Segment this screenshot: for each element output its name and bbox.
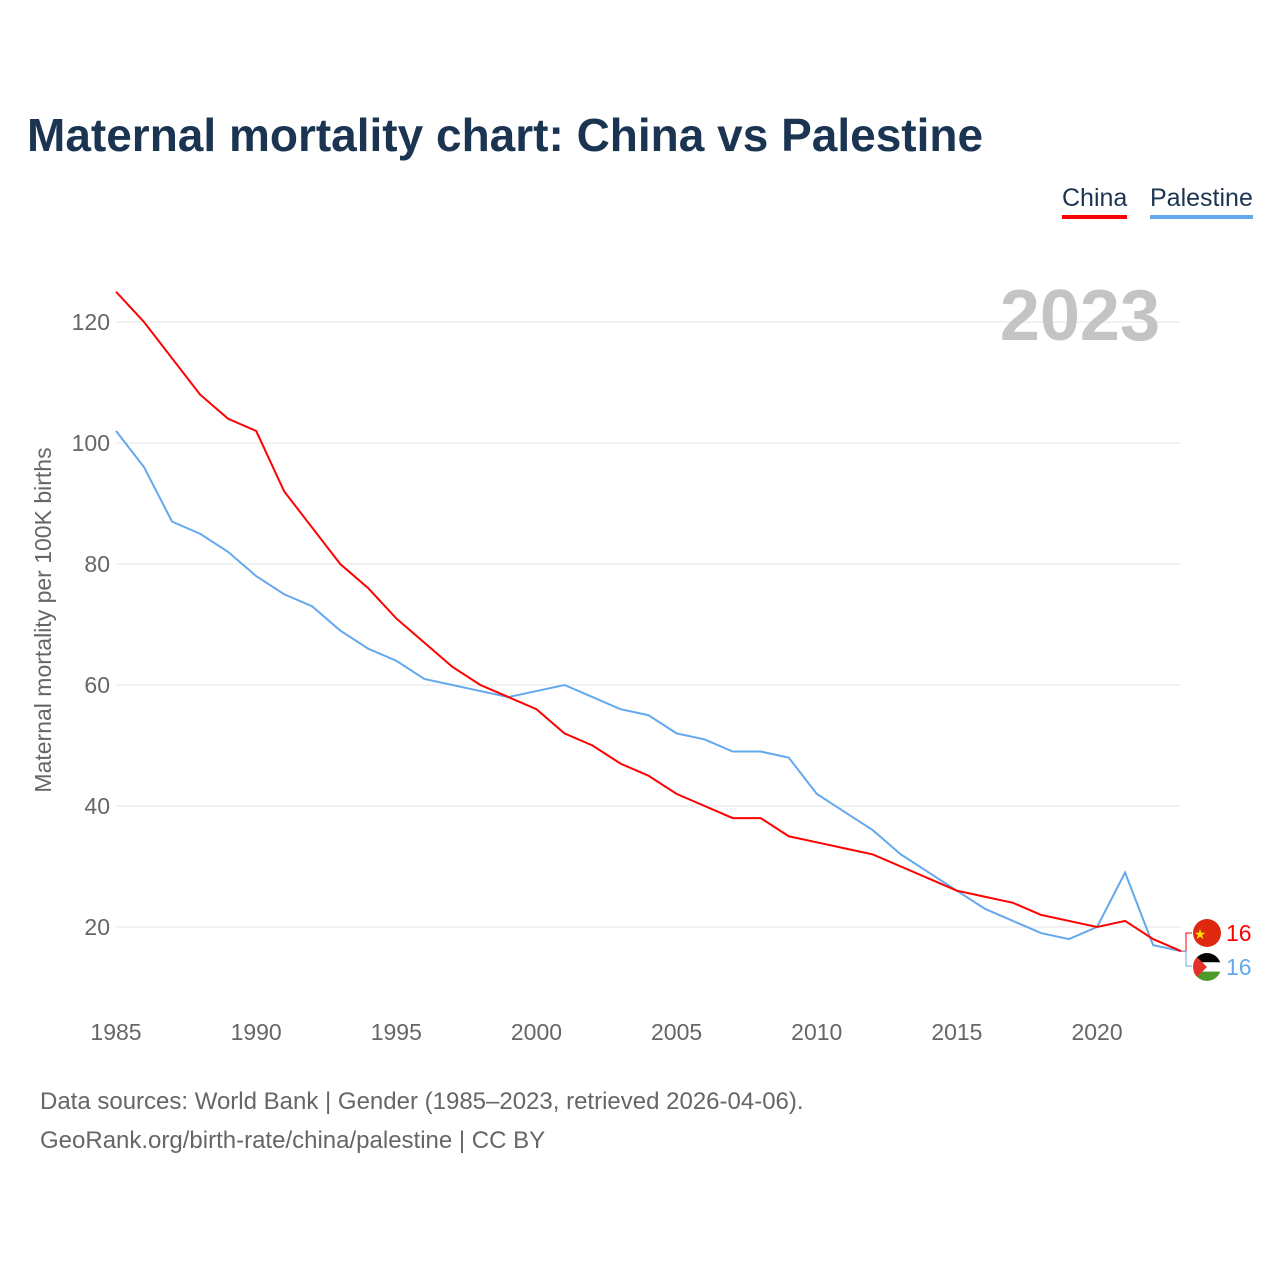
x-tick-label: 1990 bbox=[231, 1019, 282, 1045]
x-tick-label: 2015 bbox=[931, 1019, 982, 1045]
legend-palestine[interactable]: Palestine bbox=[1150, 184, 1253, 219]
chart-title: Maternal mortality chart: China vs Pales… bbox=[27, 109, 984, 161]
x-tick-label: 2000 bbox=[511, 1019, 562, 1045]
footer-credit: GeoRank.org/birth-rate/china/palestine |… bbox=[40, 1127, 546, 1154]
footer-sources: Data sources: World Bank | Gender (1985–… bbox=[40, 1088, 804, 1115]
y-tick-label: 60 bbox=[84, 672, 110, 698]
x-tick-label: 2020 bbox=[1071, 1019, 1122, 1045]
palestine-flag-icon bbox=[1193, 953, 1221, 981]
legend-china[interactable]: China bbox=[1062, 184, 1128, 219]
y-tick-label: 120 bbox=[72, 309, 110, 335]
y-tick-label: 80 bbox=[84, 551, 110, 577]
x-tick-label: 1995 bbox=[371, 1019, 422, 1045]
china-flag-star-icon: ★ bbox=[1194, 926, 1207, 942]
y-tick-label: 40 bbox=[84, 793, 110, 819]
y-tick-label: 100 bbox=[72, 430, 110, 456]
x-tick-label: 2005 bbox=[651, 1019, 702, 1045]
series-line-china bbox=[115, 291, 1182, 953]
connector-china bbox=[1181, 932, 1192, 952]
y-tick-label: 20 bbox=[84, 914, 110, 940]
series-line-palestine bbox=[115, 430, 1182, 953]
year-label: 2023 bbox=[1000, 276, 1160, 356]
y-axis-label: Maternal mortality per 100K births bbox=[30, 447, 56, 792]
x-tick-label: 2010 bbox=[791, 1019, 842, 1045]
china-flag-icon bbox=[1193, 919, 1221, 947]
end-label-palestine: 16 bbox=[1226, 954, 1252, 980]
end-label-china: 16 bbox=[1226, 920, 1252, 946]
connector-palestine bbox=[1181, 950, 1192, 967]
x-tick-label: 1985 bbox=[90, 1019, 141, 1045]
